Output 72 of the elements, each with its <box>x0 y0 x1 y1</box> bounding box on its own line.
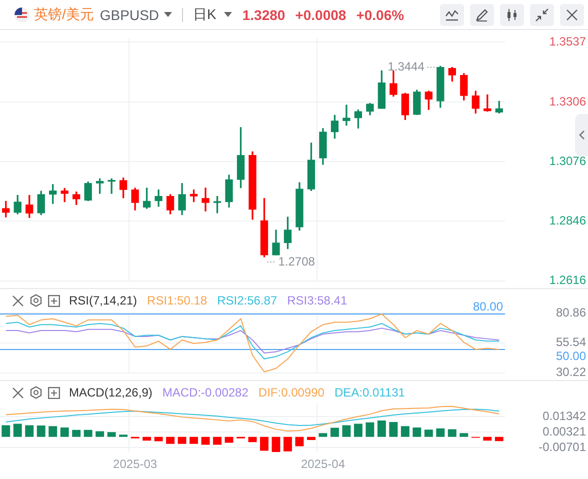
x-tick-label: 2025-03 <box>113 457 158 472</box>
bar <box>400 426 410 437</box>
y-tick-label: 0.00321 <box>542 424 586 438</box>
text: RSI2:56.87 <box>217 293 278 308</box>
chart-title: 英镑/美元 <box>34 6 94 24</box>
y-tick-label: -0.00701 <box>538 440 586 454</box>
annotation: 1.2708 <box>278 254 316 268</box>
bar <box>13 424 22 437</box>
bar <box>154 436 163 442</box>
bar <box>424 430 433 437</box>
bar <box>342 425 351 437</box>
ref-line-label: 50.00 <box>556 348 586 363</box>
bar <box>48 426 58 437</box>
bar <box>72 430 81 437</box>
bar <box>483 436 492 441</box>
text: MACD:-0.00282 <box>162 385 249 400</box>
bar <box>224 436 234 443</box>
bar <box>190 436 198 444</box>
bar <box>412 428 422 437</box>
bar <box>178 436 186 444</box>
bar <box>96 431 104 437</box>
bar <box>460 433 468 437</box>
y-tick-label: 80.86 <box>556 305 586 320</box>
text: 1.3280 <box>242 6 286 22</box>
text: 日K <box>193 6 216 24</box>
y-tick-label: 30.22 <box>556 365 586 380</box>
bar <box>107 432 116 437</box>
bar <box>213 436 222 445</box>
bar <box>260 436 268 451</box>
bar <box>318 433 328 437</box>
bar <box>84 430 92 437</box>
bar <box>494 436 504 442</box>
bar <box>295 436 304 446</box>
text: RSI1:50.18 <box>147 293 208 308</box>
series-label: DEA:0.01131 <box>334 385 406 400</box>
annotation: 1.3444 <box>388 60 425 74</box>
bar <box>142 436 152 441</box>
bar <box>354 424 362 437</box>
bar <box>25 425 34 437</box>
bar <box>377 420 386 437</box>
y-tick-label: 1.3076 <box>549 154 586 168</box>
series-label: DIF:0.00990 <box>258 385 325 400</box>
bar <box>60 428 69 437</box>
bar <box>448 429 456 437</box>
y-tick-label: 1.2846 <box>549 214 586 228</box>
bar <box>284 436 292 452</box>
y-tick-label: 0.01342 <box>542 408 586 423</box>
ref-line-label: 80.00 <box>472 299 504 314</box>
bar <box>36 426 46 437</box>
candlestick <box>342 104 350 126</box>
bar <box>330 428 339 437</box>
text: +0.0008 <box>295 6 346 22</box>
chart-title: RSI(7,14,21) <box>69 293 138 308</box>
bar <box>272 436 280 452</box>
bar <box>389 422 398 437</box>
bar <box>2 425 10 437</box>
bar <box>166 436 175 444</box>
text: +0.06% <box>356 6 404 22</box>
y-tick-label: 1.3537 <box>549 34 586 48</box>
candlestick <box>108 178 116 194</box>
chart-title: MACD(12,26,9) <box>69 385 152 400</box>
candlestick <box>202 188 210 212</box>
chart-subtitle: GBPUSD <box>100 6 160 22</box>
bar <box>306 436 316 440</box>
bar <box>366 422 374 437</box>
bar <box>201 436 210 445</box>
y-tick-label: 55.54 <box>556 335 586 350</box>
text: RSI3:58.41 <box>287 293 348 308</box>
y-tick-label: 1.2616 <box>549 273 586 288</box>
bar <box>436 428 445 437</box>
x-tick-label: 2025-04 <box>300 457 346 472</box>
y-tick-label: 1.3306 <box>549 94 586 108</box>
